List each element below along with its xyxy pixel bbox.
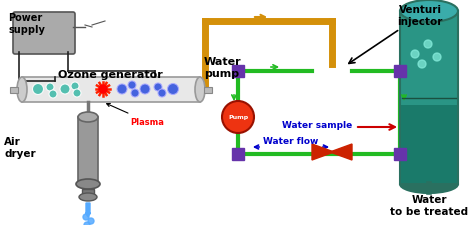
Text: Pump: Pump xyxy=(228,115,248,120)
Circle shape xyxy=(424,41,432,49)
Bar xyxy=(22,78,200,103)
Bar xyxy=(401,106,457,183)
Ellipse shape xyxy=(17,78,27,103)
Circle shape xyxy=(88,218,94,224)
Bar xyxy=(400,12,458,184)
Circle shape xyxy=(167,84,179,95)
Text: Plasma: Plasma xyxy=(107,104,164,126)
Text: Water flow: Water flow xyxy=(263,136,319,145)
Ellipse shape xyxy=(78,112,98,122)
Text: Power
supply: Power supply xyxy=(8,13,45,34)
Text: Water
pump: Water pump xyxy=(203,57,241,78)
Circle shape xyxy=(32,84,44,95)
Circle shape xyxy=(158,90,166,98)
Circle shape xyxy=(222,101,254,133)
Ellipse shape xyxy=(195,78,205,103)
Bar xyxy=(394,66,406,78)
Bar xyxy=(235,69,241,75)
Circle shape xyxy=(131,90,139,98)
FancyArrow shape xyxy=(86,203,91,217)
Circle shape xyxy=(154,84,162,92)
Circle shape xyxy=(49,91,57,99)
Bar xyxy=(232,148,244,160)
Circle shape xyxy=(73,90,81,98)
Text: Water sample: Water sample xyxy=(282,121,352,130)
Polygon shape xyxy=(330,144,352,160)
Circle shape xyxy=(99,86,107,94)
Text: Venturi
injector: Venturi injector xyxy=(397,5,443,27)
Ellipse shape xyxy=(400,1,458,23)
Circle shape xyxy=(140,85,150,94)
Ellipse shape xyxy=(400,175,458,193)
Circle shape xyxy=(117,85,127,94)
Circle shape xyxy=(411,51,419,59)
Bar xyxy=(78,117,98,184)
Bar xyxy=(232,66,244,78)
Circle shape xyxy=(71,83,79,91)
Bar xyxy=(82,189,94,197)
Ellipse shape xyxy=(76,179,100,189)
Bar xyxy=(204,87,212,93)
Bar xyxy=(394,148,406,160)
Ellipse shape xyxy=(79,193,97,201)
Polygon shape xyxy=(312,144,334,160)
Bar xyxy=(235,151,241,157)
Circle shape xyxy=(83,214,89,220)
Text: Water
to be treated: Water to be treated xyxy=(390,194,468,216)
Circle shape xyxy=(46,84,54,92)
Circle shape xyxy=(433,54,441,62)
Circle shape xyxy=(128,82,136,90)
FancyBboxPatch shape xyxy=(13,13,75,55)
Circle shape xyxy=(84,222,90,225)
Bar xyxy=(10,87,18,93)
Circle shape xyxy=(418,61,426,69)
Bar xyxy=(397,69,403,75)
Text: Ozone generator: Ozone generator xyxy=(58,70,162,80)
Text: Air
dryer: Air dryer xyxy=(4,137,36,158)
Bar xyxy=(397,151,403,157)
Circle shape xyxy=(60,85,70,94)
